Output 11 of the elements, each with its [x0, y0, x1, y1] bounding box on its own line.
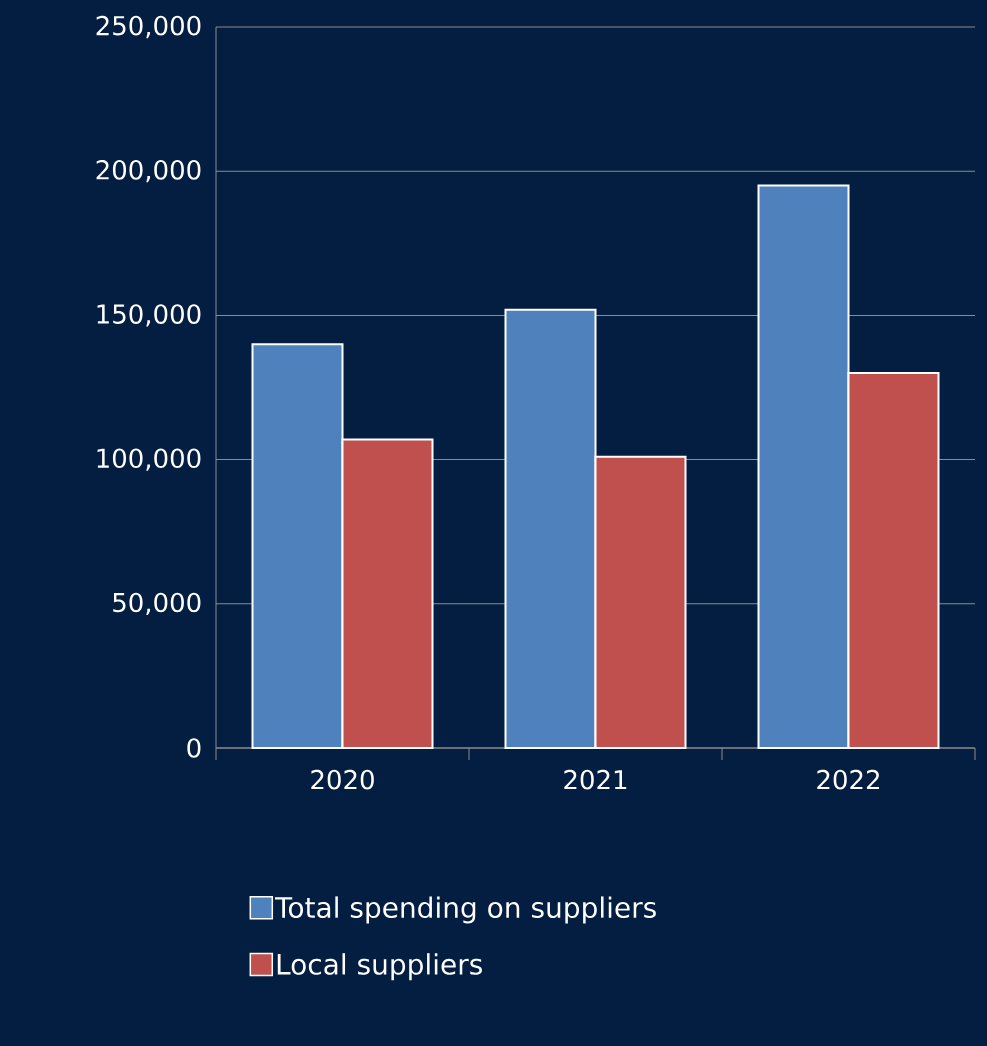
- legend-label: Local suppliers: [277, 953, 482, 981]
- x-tick-label: 2022: [817, 769, 879, 790]
- y-tick-label: 200,000: [96, 160, 201, 183]
- y-tick-label: 100,000: [97, 448, 201, 471]
- x-tick-label: 2020: [311, 769, 374, 790]
- y-tick-label: 0: [187, 738, 201, 758]
- legend-label: Total spending on suppliers: [274, 896, 656, 924]
- y-tick-label: 250,000: [96, 15, 201, 39]
- y-tick-label: 150,000: [97, 304, 201, 327]
- y-tick-label: 50,000: [113, 592, 201, 615]
- x-tick-label: 2021: [564, 769, 627, 790]
